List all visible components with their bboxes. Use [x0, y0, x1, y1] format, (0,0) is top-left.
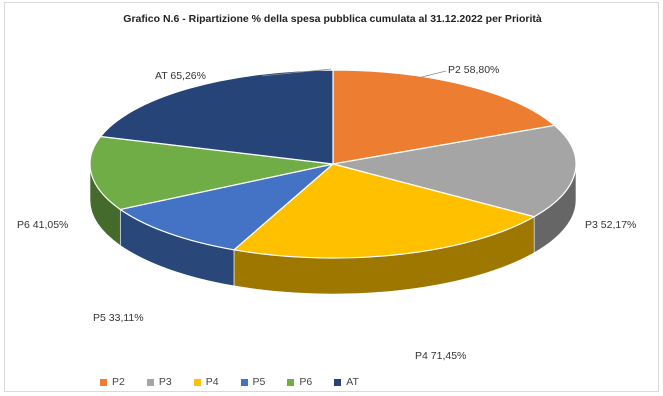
legend-swatch: [240, 378, 248, 386]
legend-item-p2: P2: [100, 376, 125, 388]
legend-item-p6: P6: [287, 376, 312, 388]
legend-item-p5: P5: [240, 376, 266, 388]
pie-slice-p5: [118, 163, 334, 251]
chart-title: Grafico N.6 - Ripartizione % della spesa…: [123, 13, 542, 25]
data-label-p3: P3 52,17%: [585, 219, 636, 231]
chart-frame: Grafico N.6 - Ripartizione % della spesa…: [4, 2, 659, 392]
legend-item-p3: P3: [146, 376, 172, 388]
legend-swatch: [287, 378, 295, 386]
legend-swatch: [100, 378, 107, 386]
pie-slice-p4: [232, 163, 536, 259]
pie-slice-p6: [89, 135, 334, 211]
legend-item-at: AT: [334, 376, 359, 388]
legend-label: P5: [252, 376, 266, 388]
data-label-p4: P4 71,45%: [415, 350, 466, 362]
pie-slice-p2: [332, 69, 556, 165]
legend-label: AT: [346, 376, 359, 388]
legend-label: P4: [205, 376, 219, 388]
legend-label: P3: [158, 376, 172, 388]
leader-line-at: [261, 68, 332, 77]
legend-swatch: [334, 378, 342, 386]
chart-legend: P2 P3 P4 P5 P6 AT: [100, 375, 359, 389]
legend-label: P6: [299, 376, 313, 388]
leader-line-p2: [417, 70, 447, 79]
legend-swatch: [146, 378, 154, 386]
legend-item-p4: P4: [193, 376, 219, 388]
pie-slice-p3: [332, 124, 577, 218]
pie-slice-at: [99, 69, 334, 165]
data-label-at: AT 65,26%: [155, 70, 206, 82]
legend-label: P2: [112, 376, 125, 388]
legend-swatch: [193, 378, 201, 386]
data-label-p2: P2 58,80%: [448, 64, 499, 76]
pie-chart: P2 58,80% P3 52,17% P4 71,45% P5 33,11% P6 4…: [17, 64, 636, 362]
data-label-p5: P5 33,11%: [93, 312, 144, 324]
data-label-p6: P6 41,05%: [17, 219, 68, 231]
